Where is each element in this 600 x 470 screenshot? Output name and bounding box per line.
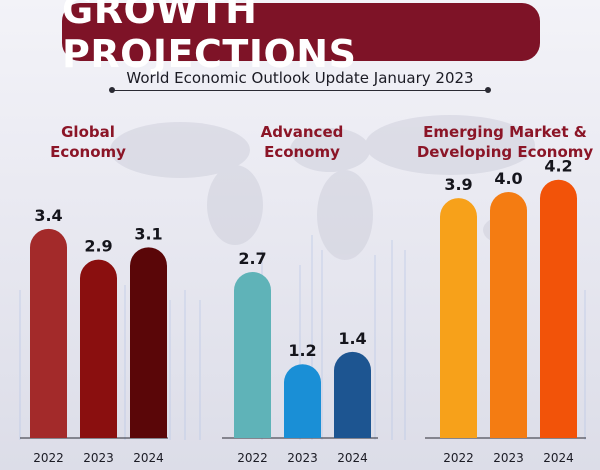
emerging-value-label-2022: 3.9 bbox=[444, 175, 472, 194]
global-bar-2024 bbox=[130, 247, 167, 438]
panel-title-advanced: Advanced Economy bbox=[222, 122, 382, 162]
global-value-label-2023: 2.9 bbox=[84, 237, 112, 256]
emerging-bar-2024 bbox=[540, 179, 577, 438]
emerging-bar-2023 bbox=[490, 192, 527, 438]
panel-title-emerging: Emerging Market & Developing Economy bbox=[410, 122, 600, 162]
emerging-bar-2022 bbox=[440, 198, 477, 438]
advanced-year-label-2022: 2022 bbox=[237, 451, 268, 465]
emerging-year-label-2023: 2023 bbox=[493, 451, 524, 465]
emerging-value-label-2023: 4.0 bbox=[494, 169, 522, 188]
title-banner: GROWTH PROJECTIONS bbox=[62, 0, 540, 76]
emerging-year-label-2024: 2024 bbox=[543, 451, 574, 465]
advanced-bar-2023 bbox=[284, 364, 322, 438]
page-title: GROWTH PROJECTIONS bbox=[62, 0, 357, 76]
global-bar-2022 bbox=[30, 228, 67, 438]
global-bar-2023 bbox=[80, 259, 117, 438]
advanced-bar-2022 bbox=[234, 271, 271, 438]
advanced-value-label-2023: 1.2 bbox=[288, 341, 316, 360]
divider-dot-right bbox=[485, 87, 491, 93]
divider-dot-left bbox=[109, 87, 115, 93]
page-subtitle: World Economic Outlook Update January 20… bbox=[126, 69, 474, 87]
emerging-value-label-2024: 4.2 bbox=[544, 157, 572, 176]
advanced-year-label-2023: 2023 bbox=[287, 451, 318, 465]
global-year-label-2022: 2022 bbox=[33, 451, 64, 465]
global-value-label-2022: 3.4 bbox=[34, 206, 62, 225]
advanced-value-label-2024: 1.4 bbox=[338, 329, 366, 348]
panel-title-emerging-line2: Developing Economy bbox=[416, 143, 594, 161]
advanced-bar-2024 bbox=[334, 351, 371, 438]
panel-title-advanced-line1: Advanced bbox=[260, 123, 344, 141]
panel-title-global-line2: Economy bbox=[50, 143, 126, 161]
advanced-year-label-2024: 2024 bbox=[337, 451, 368, 465]
panel-title-global-line1: Global bbox=[61, 123, 115, 141]
panel-title-advanced-line2: Economy bbox=[264, 143, 340, 161]
panel-title-global: Global Economy bbox=[18, 122, 158, 162]
global-year-label-2023: 2023 bbox=[83, 451, 114, 465]
panel-title-emerging-line1: Emerging Market & bbox=[423, 123, 587, 141]
global-value-label-2024: 3.1 bbox=[134, 224, 162, 243]
advanced-value-label-2022: 2.7 bbox=[238, 249, 266, 268]
emerging-year-label-2022: 2022 bbox=[443, 451, 474, 465]
global-year-label-2024: 2024 bbox=[133, 451, 164, 465]
subtitle-divider bbox=[112, 90, 488, 91]
